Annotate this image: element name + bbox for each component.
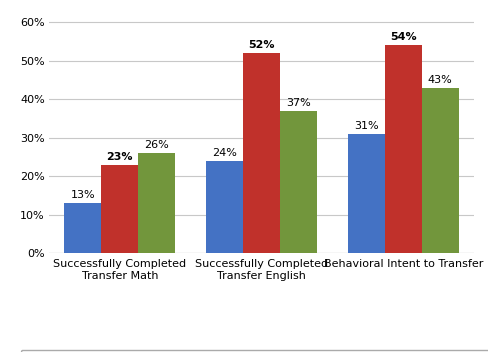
Bar	[384, 45, 421, 253]
Text: 13%: 13%	[70, 190, 95, 200]
Bar	[280, 111, 316, 253]
Bar	[347, 134, 384, 253]
Text: 31%: 31%	[353, 121, 378, 131]
Text: 23%: 23%	[106, 152, 133, 162]
Text: 52%: 52%	[248, 40, 274, 50]
Text: 43%: 43%	[427, 75, 452, 84]
Bar	[64, 203, 101, 253]
Bar	[206, 161, 243, 253]
Bar	[138, 153, 175, 253]
Legend: F2011 LBUSD (N=1654), F2012 Promise Pathways (N=933), F2008 LBUSD 6 Year Rate (N: F2011 LBUSD (N=1654), F2012 Promise Path…	[20, 350, 488, 352]
Bar	[421, 88, 458, 253]
Text: 37%: 37%	[285, 98, 310, 108]
Text: 24%: 24%	[212, 148, 237, 158]
Text: 26%: 26%	[144, 140, 169, 150]
Text: 54%: 54%	[389, 32, 416, 42]
Bar	[243, 53, 280, 253]
Bar	[101, 165, 138, 253]
